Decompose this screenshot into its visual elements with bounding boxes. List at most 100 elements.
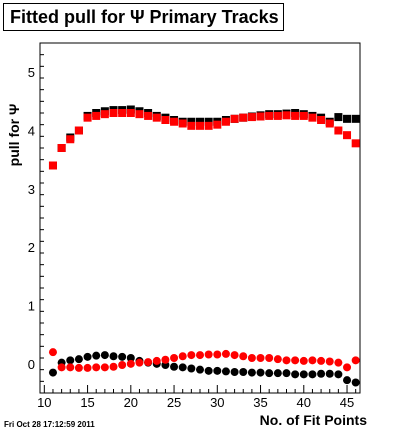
x-tick-label: 10 (37, 395, 51, 410)
data-point-circle (256, 354, 265, 362)
data-point-square (83, 113, 92, 122)
data-point-square (161, 116, 170, 124)
data-point-circle (343, 363, 352, 372)
data-point-square (74, 126, 83, 135)
series-layer (48, 105, 360, 387)
data-point-square (221, 117, 230, 126)
data-point-square (92, 111, 101, 120)
y-tick-label: 1 (28, 299, 35, 314)
data-point-circle (109, 352, 118, 361)
data-point-circle (118, 361, 127, 369)
data-point-circle (265, 369, 274, 378)
data-point-circle (109, 362, 118, 371)
data-point-circle (204, 366, 213, 375)
data-point-square (282, 111, 291, 120)
data-point-circle (144, 358, 153, 367)
data-point-square (187, 117, 196, 126)
data-point-circle (230, 368, 239, 376)
data-point-circle (317, 369, 326, 378)
data-point-circle (247, 354, 256, 362)
data-point-square (351, 114, 360, 123)
data-point-circle (308, 356, 317, 365)
data-point-circle (92, 363, 101, 372)
data-point-circle (351, 378, 360, 387)
data-point-square (230, 114, 239, 123)
data-point-circle (196, 365, 204, 374)
data-point-square (144, 111, 153, 120)
data-point-circle (48, 348, 57, 357)
data-point-circle (92, 351, 101, 360)
data-point-circle (351, 356, 360, 365)
data-point-circle (299, 370, 308, 379)
data-point-circle (100, 351, 109, 360)
x-tick-label: 40 (297, 395, 311, 410)
data-point-circle (317, 356, 326, 365)
y-tick-label: 0 (28, 357, 35, 372)
data-point-square (239, 113, 248, 122)
data-point-circle (135, 358, 144, 367)
data-point-square (196, 117, 204, 126)
data-point-circle (325, 369, 334, 378)
x-tick-label: 15 (80, 395, 94, 410)
data-point-square (334, 113, 343, 122)
data-point-circle (74, 355, 83, 364)
data-point-circle (273, 355, 282, 364)
data-point-circle (334, 358, 343, 367)
data-point-circle (126, 359, 135, 368)
data-point-square (334, 126, 343, 135)
x-axis-label: No. of Fit Points (259, 412, 367, 428)
data-point-square (66, 135, 75, 144)
data-point-square (152, 113, 161, 122)
data-point-circle (170, 362, 179, 371)
data-point-circle (83, 363, 92, 372)
x-tick-label: 20 (124, 395, 138, 410)
data-point-circle (83, 352, 92, 361)
data-point-square (299, 111, 308, 120)
data-point-circle (247, 368, 256, 377)
data-point-circle (291, 356, 300, 365)
data-point-square (170, 117, 179, 126)
data-point-circle (100, 363, 109, 372)
x-axis: 10 15 20 25 30 35 40 45 (37, 385, 357, 410)
data-point-circle (239, 352, 248, 361)
data-point-circle (178, 352, 187, 361)
y-tick-label: 5 (28, 65, 35, 80)
data-point-circle (178, 363, 187, 372)
data-point-circle (66, 363, 75, 372)
data-point-square (48, 161, 57, 170)
timestamp: Fri Oct 28 17:12:59 2011 (4, 420, 95, 429)
data-point-square (118, 109, 127, 117)
y-tick-label: 3 (28, 182, 35, 197)
data-point-square (57, 144, 66, 152)
data-point-circle (187, 364, 196, 373)
data-point-square (351, 139, 360, 148)
data-point-circle (265, 354, 274, 362)
data-point-circle (282, 369, 291, 378)
y-tick-label: 4 (28, 124, 35, 139)
data-point-circle (325, 357, 334, 366)
data-point-circle (239, 368, 248, 376)
data-point-circle (221, 349, 230, 358)
data-point-square (308, 113, 317, 122)
data-point-circle (308, 370, 317, 379)
chart-title: Fitted pull for Ψ Primary Tracks (3, 3, 284, 31)
data-point-square (196, 121, 204, 130)
data-point-circle (161, 355, 170, 364)
data-point-circle (118, 352, 127, 361)
data-point-square (204, 121, 213, 130)
y-tick-label: 2 (28, 240, 35, 255)
data-point-circle (48, 368, 57, 377)
data-point-square (187, 121, 196, 130)
data-point-square (256, 112, 265, 121)
x-tick-label: 25 (167, 395, 181, 410)
data-point-square (100, 110, 109, 119)
data-point-circle (74, 363, 83, 372)
data-point-circle (187, 351, 196, 360)
data-point-square (325, 119, 334, 128)
data-point-square (265, 111, 274, 120)
data-point-square (126, 109, 135, 117)
data-point-circle (213, 350, 222, 359)
data-point-square (135, 110, 144, 119)
data-point-circle (230, 351, 239, 360)
